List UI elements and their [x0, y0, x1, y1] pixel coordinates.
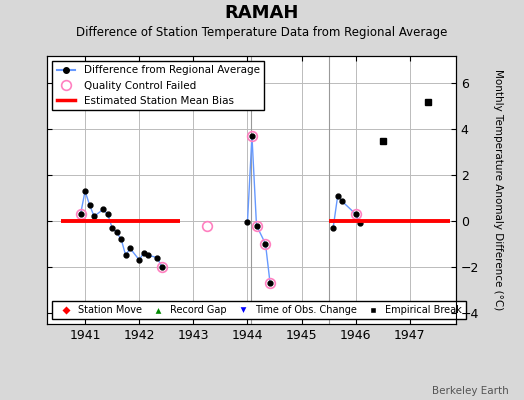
Text: RAMAH: RAMAH [225, 4, 299, 22]
Text: Berkeley Earth: Berkeley Earth [432, 386, 508, 396]
Y-axis label: Monthly Temperature Anomaly Difference (°C): Monthly Temperature Anomaly Difference (… [493, 69, 503, 311]
Legend: Station Move, Record Gap, Time of Obs. Change, Empirical Break: Station Move, Record Gap, Time of Obs. C… [52, 301, 466, 319]
Text: Difference of Station Temperature Data from Regional Average: Difference of Station Temperature Data f… [77, 26, 447, 39]
